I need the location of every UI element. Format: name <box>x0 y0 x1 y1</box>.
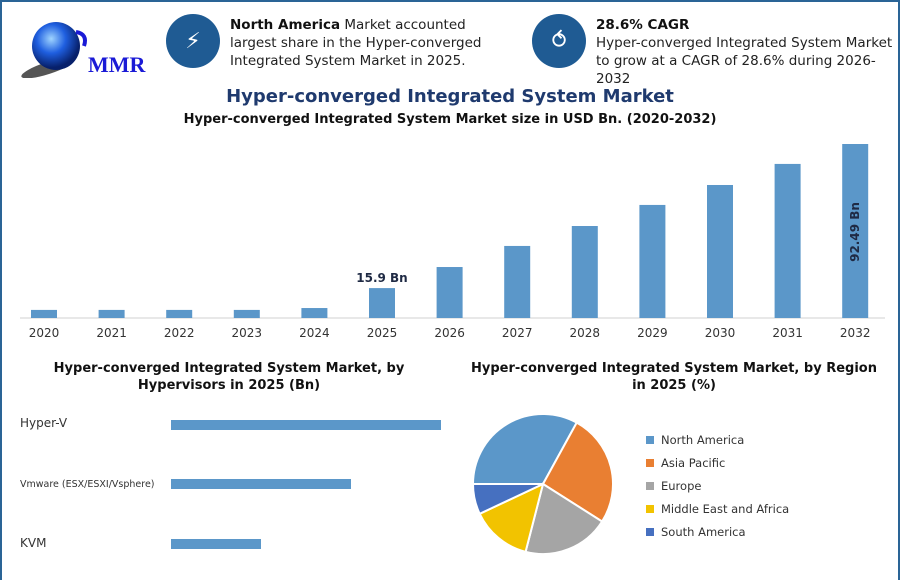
x-tick-label: 2026 <box>434 326 465 340</box>
info-text: Hyper-converged Integrated System Market… <box>596 35 893 87</box>
pie-legend: North America Asia Pacific Europe Middle… <box>646 428 789 543</box>
pie-slice-north-america <box>471 413 579 485</box>
lightning-icon: ⚡ <box>166 14 220 68</box>
x-tick-label: 2020 <box>29 326 60 340</box>
legend-label: Europe <box>661 478 702 493</box>
pie-slice-middle-east-and-africa <box>478 482 545 554</box>
bar-2028 <box>571 226 598 318</box>
info-card-region: North America Market accounted largest s… <box>230 16 500 70</box>
legend-swatch <box>646 435 654 444</box>
bar-2027 <box>504 245 531 318</box>
bar-2031 <box>774 163 801 318</box>
hbar-label: Vmware (ESX/ESXI/Vsphere) <box>20 479 155 490</box>
bar-2021 <box>98 309 125 318</box>
page-title: Hyper-converged Integrated System Market <box>226 86 674 107</box>
x-tick-label: 2032 <box>840 326 871 340</box>
legend-label: Asia Pacific <box>661 455 726 470</box>
data-label: 92.49 Bn <box>848 202 862 262</box>
x-tick-label: 2021 <box>96 326 127 340</box>
hbar-label: Hyper-V <box>20 416 68 430</box>
x-tick-label: 2031 <box>772 326 803 340</box>
hbar-Vmware (ESX/ESXI/Vsphere) <box>171 479 351 489</box>
bar-2026 <box>436 267 463 318</box>
globe-icon <box>21 22 87 78</box>
pie-slice-asia-pacific <box>541 421 614 523</box>
bar-2030 <box>707 184 733 318</box>
info-text: Market accounted largest share in the Hy… <box>230 17 482 69</box>
info-bold: North America <box>230 17 341 33</box>
legend-swatch <box>646 527 654 536</box>
flame-icon: ⥀ <box>532 14 586 68</box>
mmr-logo: MMR <box>18 14 145 78</box>
logo-text: MMR <box>88 52 146 77</box>
bar-2032 <box>842 144 869 318</box>
hypervisor-chart-title: Hyper-converged Integrated System Market… <box>53 361 405 393</box>
x-tick-label: 2028 <box>570 326 601 340</box>
legend-item: Middle East and Africa <box>646 497 789 520</box>
bar-2020 <box>31 309 57 318</box>
x-tick-label: 2022 <box>164 326 195 340</box>
legend-label: South America <box>661 524 746 539</box>
pie-slice-europe <box>524 482 604 555</box>
bar-2023 <box>233 309 260 318</box>
legend-item: Asia Pacific <box>646 451 789 474</box>
pie-slice-south-america <box>471 483 544 516</box>
legend-label: Middle East and Africa <box>661 501 790 516</box>
legend-item: North America <box>646 428 789 451</box>
bar-2025 <box>369 288 395 318</box>
legend-swatch <box>646 458 654 467</box>
legend-swatch <box>646 481 654 490</box>
bar-chart-title: Hyper-converged Integrated System Market… <box>183 112 717 127</box>
hbar-Hyper-V <box>171 420 441 430</box>
bar-2029 <box>639 204 666 318</box>
legend-swatch <box>646 504 654 513</box>
region-chart-title: Hyper-converged Integrated System Market… <box>471 361 877 393</box>
x-tick-label: 2030 <box>705 326 736 340</box>
x-tick-label: 2025 <box>367 326 398 340</box>
legend-label: North America <box>661 432 745 447</box>
hbar-label: KVM <box>20 536 47 550</box>
hbar-KVM <box>171 539 261 549</box>
legend-item: South America <box>646 520 789 543</box>
legend-item: Europe <box>646 474 789 497</box>
x-tick-label: 2027 <box>502 326 533 340</box>
x-tick-label: 2023 <box>232 326 263 340</box>
x-tick-label: 2029 <box>637 326 668 340</box>
bar-2022 <box>166 309 193 318</box>
x-tick-label: 2024 <box>299 326 330 340</box>
bar-2024 <box>301 308 328 318</box>
info-bold: 28.6% CAGR <box>596 17 690 33</box>
data-label: 15.9 Bn <box>356 271 407 285</box>
info-card-cagr: 28.6% CAGR Hyper-converged Integrated Sy… <box>596 16 896 88</box>
